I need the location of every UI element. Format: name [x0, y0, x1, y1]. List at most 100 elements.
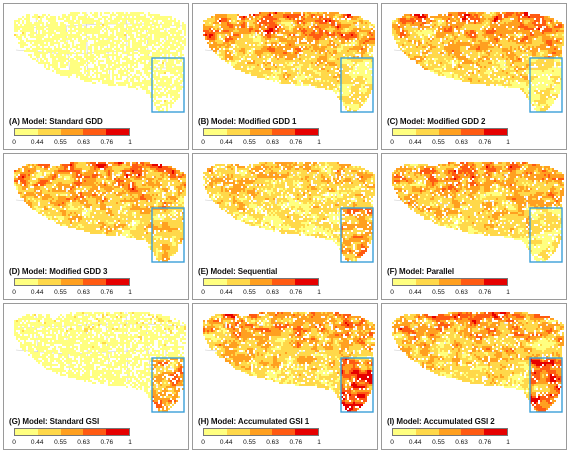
us-map: [203, 11, 375, 113]
color-legend: [14, 278, 130, 286]
legend-swatch: [15, 279, 38, 285]
legend-tick-label: 0.55: [432, 289, 445, 296]
legend-tick-label: 0.76: [289, 439, 302, 446]
legend-swatch: [415, 129, 439, 135]
legend-swatch: [249, 129, 273, 135]
legend-tick-label: 0.44: [220, 289, 233, 296]
legend-tick-labels: 0 0.44 0.55 0.63 0.76 1: [12, 139, 132, 147]
panel-title: (D) Model: Modified GDD 3: [9, 267, 107, 276]
us-map: [14, 311, 186, 413]
color-legend: [392, 428, 508, 436]
us-map: [392, 161, 564, 263]
legend-tick-label: 0.44: [31, 289, 44, 296]
legend-swatch: [295, 129, 318, 135]
legend-swatch: [461, 279, 485, 285]
legend-tick-label: 1: [506, 289, 510, 296]
legend-tick-label: 0.76: [100, 439, 113, 446]
probability-raster: [203, 12, 375, 112]
legend-tick-label: 1: [128, 439, 132, 446]
legend-swatch: [37, 429, 61, 435]
legend-swatch: [83, 429, 107, 435]
legend-tick-labels: 0 0.44 0.55 0.63 0.76 1: [201, 289, 321, 297]
map-panel: (B) Model: Modified GDD 1 0 0.44 0.55 0.63 0.…: [192, 3, 378, 150]
legend-swatch: [204, 129, 227, 135]
legend-swatch: [83, 279, 107, 285]
legend-tick-label: 0: [12, 439, 16, 446]
legend-tick-label: 0.44: [220, 139, 233, 146]
us-map: [392, 311, 564, 413]
probability-raster: [14, 162, 186, 262]
legend-tick-label: 1: [506, 139, 510, 146]
highlight-box: [529, 207, 563, 263]
legend-tick-label: 0.76: [100, 139, 113, 146]
panel-title: (C) Model: Modified GDD 2: [387, 117, 485, 126]
legend-tick-label: 0: [390, 439, 394, 446]
legend-tick-label: 0.76: [478, 439, 491, 446]
legend-tick-label: 0.76: [289, 289, 302, 296]
legend-tick-labels: 0 0.44 0.55 0.63 0.76 1: [12, 439, 132, 447]
legend-swatch: [106, 129, 129, 135]
legend-tick-label: 0: [201, 289, 205, 296]
probability-raster: [203, 162, 375, 262]
probability-raster: [14, 12, 186, 112]
us-map: [392, 11, 564, 113]
panel-title: (I) Model: Accumulated GSI 2: [387, 417, 495, 426]
legend-tick-label: 0.55: [54, 289, 67, 296]
legend-tick-label: 0.44: [220, 439, 233, 446]
legend-tick-label: 0.76: [100, 289, 113, 296]
legend-tick-label: 0: [201, 439, 205, 446]
legend-swatch: [249, 429, 273, 435]
legend-tick-label: 1: [317, 139, 321, 146]
legend-swatch: [484, 129, 507, 135]
legend-tick-label: 0.63: [77, 439, 90, 446]
map-panel: (I) Model: Accumulated GSI 2 0 0.44 0.55 0.6…: [381, 303, 567, 450]
legend-tick-labels: 0 0.44 0.55 0.63 0.76 1: [201, 439, 321, 447]
us-map: [14, 11, 186, 113]
legend-swatch: [60, 429, 84, 435]
legend-swatch: [226, 279, 250, 285]
legend-tick-label: 0.44: [31, 439, 44, 446]
legend-swatch: [15, 429, 38, 435]
legend-tick-label: 0.55: [432, 439, 445, 446]
legend-tick-label: 0: [12, 139, 16, 146]
map-panel: (C) Model: Modified GDD 2 0 0.44 0.55 0.63 0.…: [381, 3, 567, 150]
legend-swatch: [484, 429, 507, 435]
color-legend: [14, 428, 130, 436]
color-legend: [203, 128, 319, 136]
map-panel: (G) Model: Standard GSI 0 0.44 0.55 0.63 0.76…: [3, 303, 189, 450]
legend-tick-label: 0.63: [455, 139, 468, 146]
legend-tick-label: 0: [201, 139, 205, 146]
legend-tick-label: 0.76: [289, 139, 302, 146]
us-map: [14, 161, 186, 263]
legend-tick-label: 1: [128, 139, 132, 146]
color-legend: [203, 278, 319, 286]
probability-raster: [392, 312, 564, 412]
color-legend: [392, 278, 508, 286]
probability-raster: [392, 162, 564, 262]
highlight-box: [529, 57, 563, 113]
panel-title: (A) Model: Standard GDD: [9, 117, 103, 126]
legend-swatch: [15, 129, 38, 135]
legend-tick-label: 0.55: [243, 289, 256, 296]
legend-tick-labels: 0 0.44 0.55 0.63 0.76 1: [201, 139, 321, 147]
legend-swatch: [204, 279, 227, 285]
legend-tick-label: 0.55: [243, 439, 256, 446]
color-legend: [392, 128, 508, 136]
map-panel: (F) Model: Parallel 0 0.44 0.55 0.63 0.76 1: [381, 153, 567, 300]
legend-swatch: [484, 279, 507, 285]
legend-tick-label: 0.63: [266, 439, 279, 446]
legend-swatch: [272, 129, 296, 135]
legend-tick-labels: 0 0.44 0.55 0.63 0.76 1: [390, 139, 510, 147]
panel-title: (G) Model: Standard GSI: [9, 417, 99, 426]
legend-swatch: [60, 279, 84, 285]
panel-title: (F) Model: Parallel: [387, 267, 454, 276]
legend-tick-label: 0.76: [478, 139, 491, 146]
legend-swatch: [204, 429, 227, 435]
legend-tick-label: 0.44: [409, 139, 422, 146]
legend-tick-label: 0.63: [455, 439, 468, 446]
legend-swatch: [272, 429, 296, 435]
legend-swatch: [83, 129, 107, 135]
highlight-box: [151, 207, 185, 263]
legend-swatch: [295, 429, 318, 435]
